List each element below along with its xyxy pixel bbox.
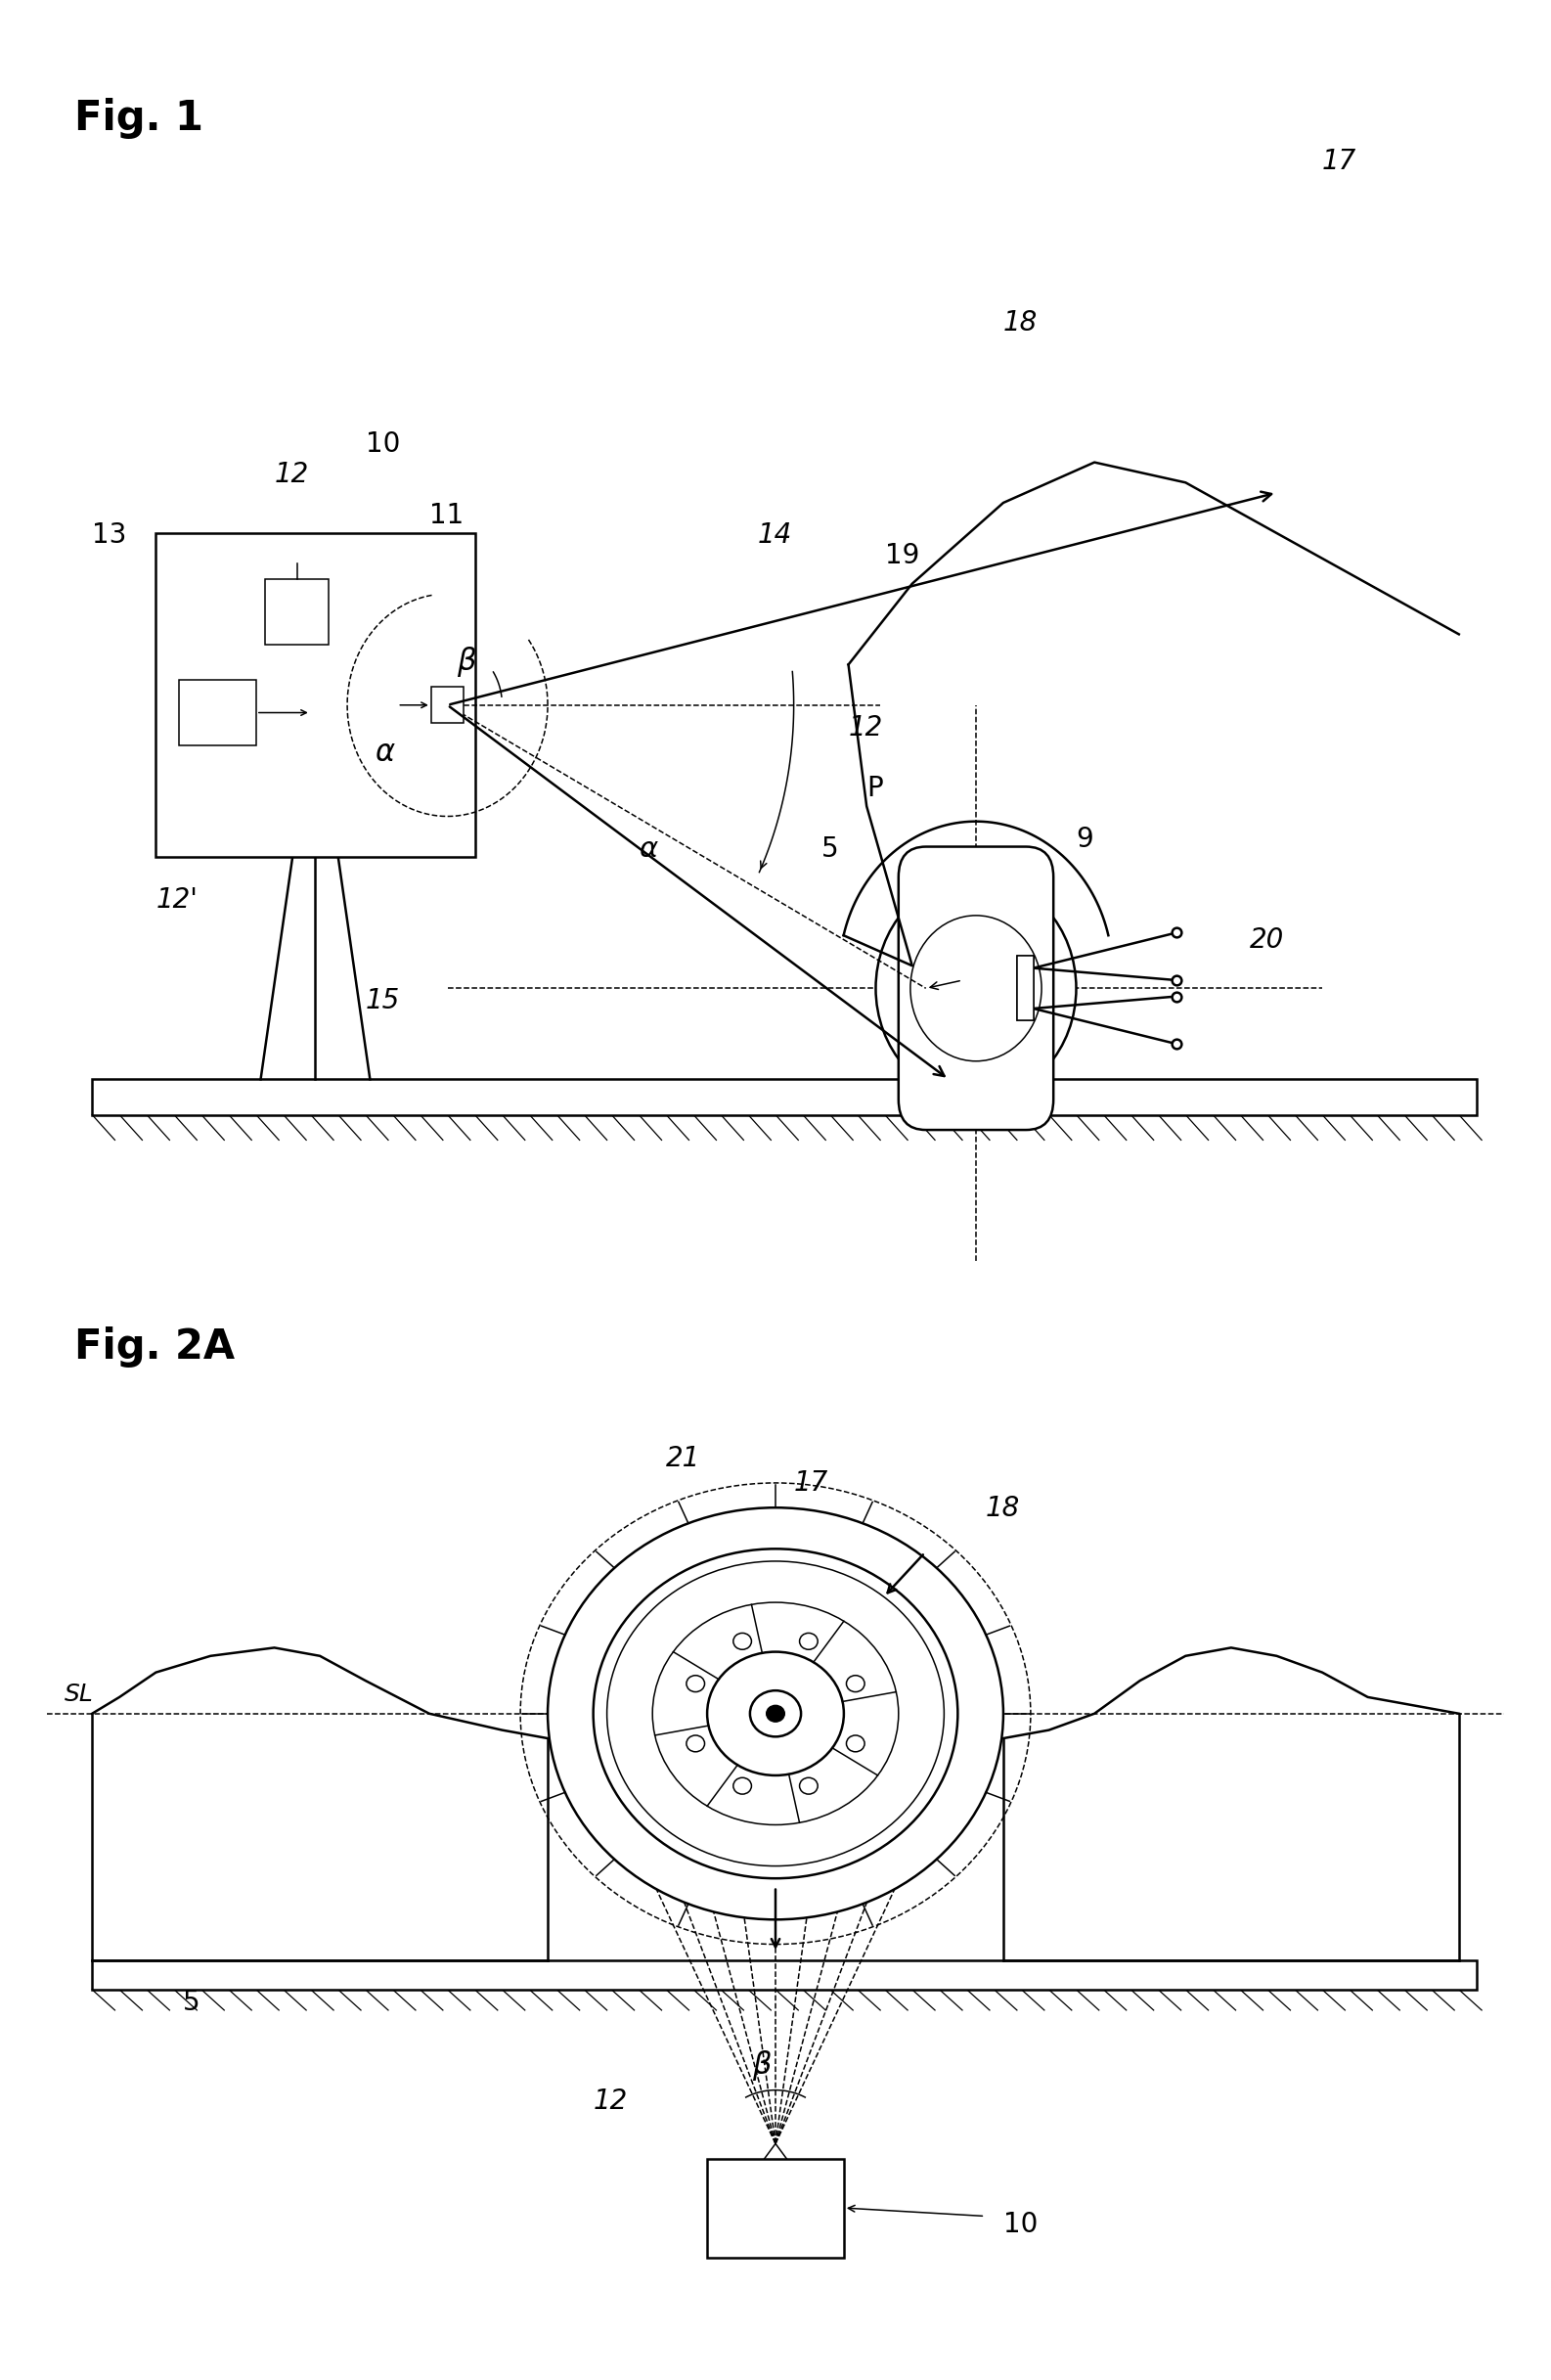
Circle shape <box>606 1561 945 1866</box>
Circle shape <box>799 1633 817 1649</box>
Circle shape <box>766 1706 785 1721</box>
Bar <box>1017 957 1033 1021</box>
Text: $\alpha$: $\alpha$ <box>639 835 659 862</box>
Text: 9: 9 <box>1076 826 1093 852</box>
Text: 21: 21 <box>667 1445 701 1473</box>
Circle shape <box>687 1676 704 1692</box>
Circle shape <box>799 1778 817 1795</box>
FancyBboxPatch shape <box>898 847 1053 1130</box>
Bar <box>92 1081 1477 1114</box>
Circle shape <box>734 1633 752 1649</box>
Text: Fig. 1: Fig. 1 <box>74 98 203 140</box>
Text: 14: 14 <box>757 521 791 550</box>
Text: 5: 5 <box>183 1990 200 2016</box>
Bar <box>431 688 464 724</box>
Text: 12: 12 <box>848 714 883 740</box>
Text: $\beta$: $\beta$ <box>752 2049 772 2082</box>
Text: 10: 10 <box>366 431 400 457</box>
Text: 5: 5 <box>820 835 838 862</box>
Text: 19: 19 <box>884 543 920 569</box>
Text: 18: 18 <box>1003 309 1038 336</box>
Text: 17: 17 <box>794 1468 828 1497</box>
Text: 20: 20 <box>1249 926 1284 954</box>
Bar <box>265 578 329 645</box>
Text: $\alpha$: $\alpha$ <box>375 738 396 766</box>
Bar <box>1017 957 1033 1021</box>
Text: 12': 12' <box>155 885 199 914</box>
Circle shape <box>876 876 1076 1100</box>
Circle shape <box>592 1549 959 1878</box>
Bar <box>155 533 475 857</box>
Text: Fig. 2A: Fig. 2A <box>74 1326 234 1368</box>
Text: 13: 13 <box>92 521 127 550</box>
Circle shape <box>910 916 1042 1061</box>
Text: 12: 12 <box>275 462 309 488</box>
Circle shape <box>707 1652 844 1775</box>
Circle shape <box>653 1602 898 1825</box>
Text: P: P <box>867 774 883 802</box>
Text: SL: SL <box>65 1683 95 1706</box>
Text: 10: 10 <box>1003 2211 1038 2240</box>
Text: 15: 15 <box>366 988 400 1014</box>
Text: 12: 12 <box>592 2087 628 2116</box>
Circle shape <box>847 1735 864 1752</box>
Text: $\beta$: $\beta$ <box>456 645 476 678</box>
Text: 18: 18 <box>985 1495 1019 1521</box>
Bar <box>707 2159 844 2256</box>
Circle shape <box>751 1690 800 1737</box>
Circle shape <box>548 1507 1003 1921</box>
Circle shape <box>734 1778 752 1795</box>
Text: 17: 17 <box>1321 148 1357 174</box>
Circle shape <box>847 1676 864 1692</box>
Circle shape <box>687 1735 704 1752</box>
Text: 11: 11 <box>430 502 464 528</box>
Bar <box>178 681 256 745</box>
Bar <box>92 1961 1477 1990</box>
